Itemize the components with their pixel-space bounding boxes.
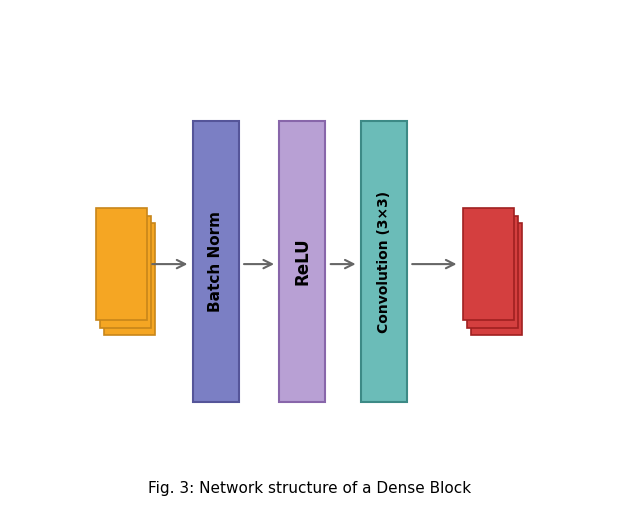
Text: ReLU: ReLU (293, 238, 311, 285)
FancyBboxPatch shape (463, 208, 514, 320)
FancyBboxPatch shape (104, 223, 155, 336)
FancyBboxPatch shape (100, 215, 151, 328)
Text: Batch Norm: Batch Norm (208, 211, 223, 312)
Text: Fig. 3: Network structure of a Dense Block: Fig. 3: Network structure of a Dense Blo… (148, 481, 472, 496)
FancyBboxPatch shape (96, 208, 147, 320)
FancyBboxPatch shape (361, 121, 407, 401)
FancyBboxPatch shape (471, 223, 522, 336)
FancyBboxPatch shape (193, 121, 239, 401)
FancyBboxPatch shape (467, 215, 518, 328)
Text: Convolution (3×3): Convolution (3×3) (377, 191, 391, 333)
FancyBboxPatch shape (280, 121, 326, 401)
